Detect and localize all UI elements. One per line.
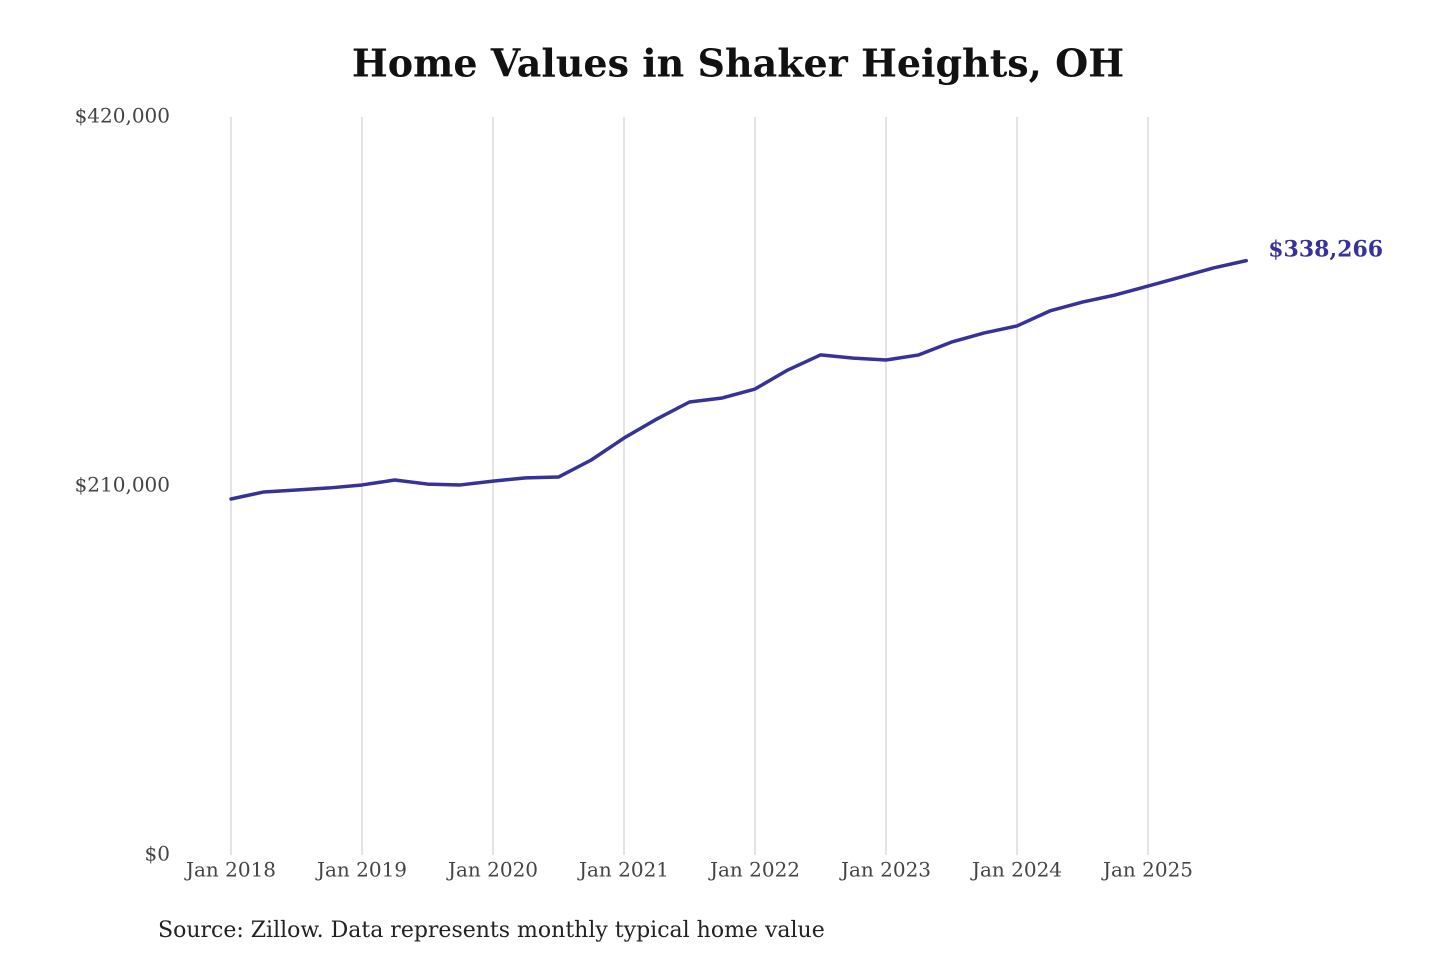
x-tick-label: Jan 2022	[708, 858, 800, 882]
x-tick-label: Jan 2024	[970, 858, 1062, 882]
x-tick-label: Jan 2025	[1101, 858, 1193, 882]
x-tick-label: Jan 2019	[315, 858, 407, 882]
y-tick-label: $0	[145, 842, 170, 866]
y-tick-label: $210,000	[75, 473, 170, 497]
chart-title: Home Values in Shaker Heights, OH	[352, 41, 1124, 86]
x-tick-label: Jan 2020	[446, 858, 538, 882]
x-tick-label: Jan 2023	[839, 858, 931, 882]
end-value-label: $338,266	[1268, 237, 1383, 263]
y-tick-label: $420,000	[75, 104, 170, 128]
line	[229, 258, 1248, 501]
x-tick-label: Jan 2018	[184, 858, 276, 882]
source-note: Source: Zillow. Data represents monthly …	[158, 918, 825, 943]
x-tick-label: Jan 2021	[577, 858, 669, 882]
